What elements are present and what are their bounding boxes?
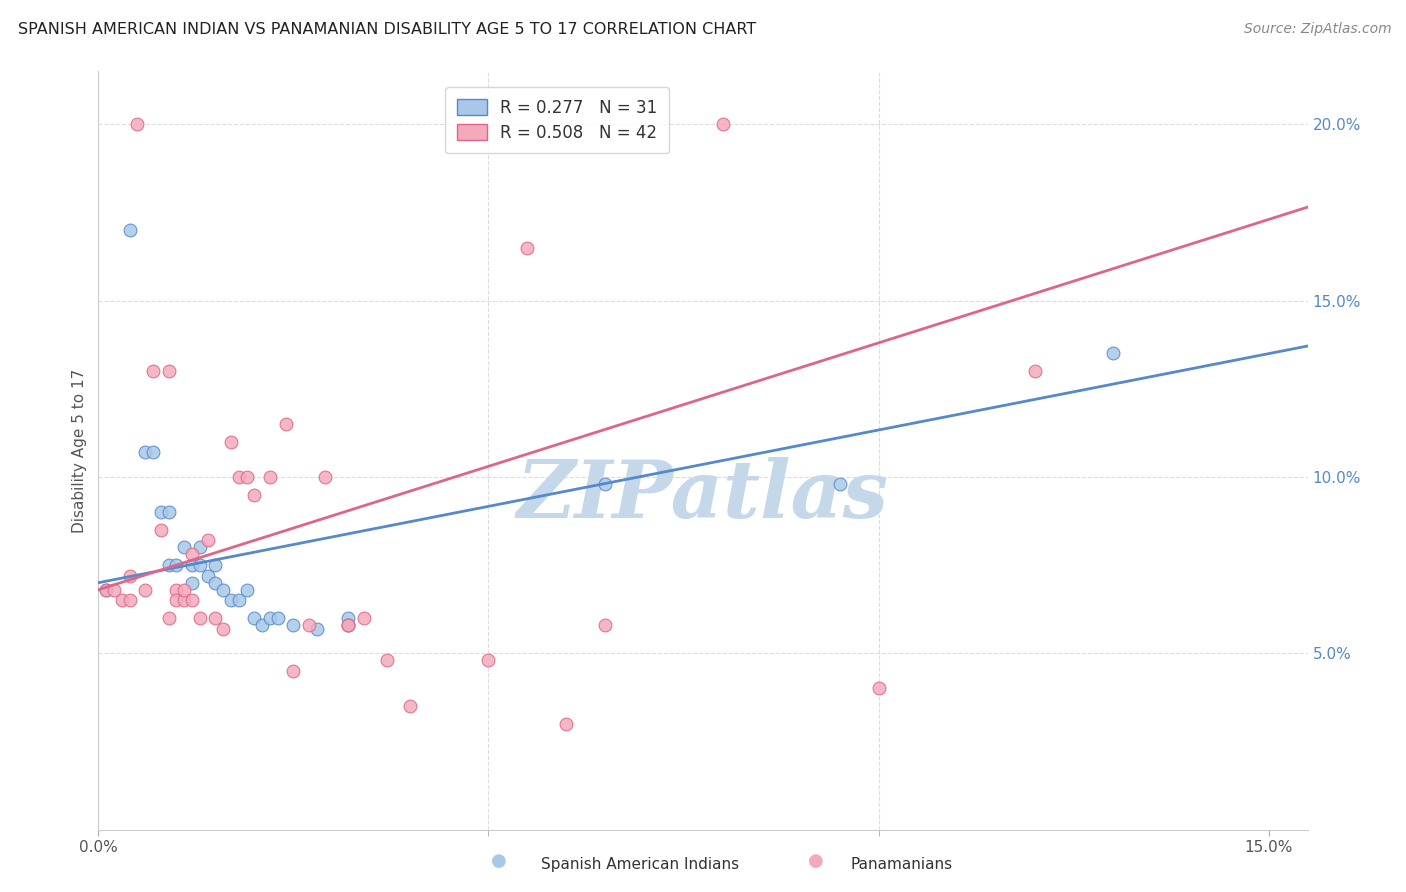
- Point: [142, 364, 165, 378]
- Point: [711, 117, 734, 131]
- Point: [555, 716, 578, 731]
- Point: [243, 487, 266, 501]
- Point: [181, 558, 204, 572]
- Point: [219, 434, 242, 449]
- Point: [181, 548, 204, 562]
- Point: [235, 582, 257, 597]
- Point: [96, 582, 118, 597]
- Text: Source: ZipAtlas.com: Source: ZipAtlas.com: [1244, 22, 1392, 37]
- Point: [868, 681, 890, 696]
- Point: [228, 470, 250, 484]
- Point: [165, 558, 187, 572]
- Point: [1024, 364, 1046, 378]
- Legend: R = 0.277   N = 31, R = 0.508   N = 42: R = 0.277 N = 31, R = 0.508 N = 42: [446, 87, 669, 153]
- Point: [197, 568, 219, 582]
- Point: [173, 541, 195, 555]
- Point: [157, 611, 180, 625]
- Point: [142, 445, 165, 459]
- Point: [204, 575, 226, 590]
- Point: [314, 470, 336, 484]
- Point: [1101, 346, 1123, 360]
- Point: [828, 477, 851, 491]
- Point: [204, 611, 226, 625]
- Text: ZIPatlas: ZIPatlas: [517, 458, 889, 534]
- Point: [283, 618, 305, 632]
- Point: [127, 117, 149, 131]
- Point: [188, 611, 211, 625]
- Point: [188, 558, 211, 572]
- Point: [516, 241, 538, 255]
- Y-axis label: Disability Age 5 to 17: Disability Age 5 to 17: [72, 368, 87, 533]
- Point: [477, 653, 499, 667]
- Point: [219, 593, 242, 607]
- Text: SPANISH AMERICAN INDIAN VS PANAMANIAN DISABILITY AGE 5 TO 17 CORRELATION CHART: SPANISH AMERICAN INDIAN VS PANAMANIAN DI…: [18, 22, 756, 37]
- Point: [173, 593, 195, 607]
- Point: [157, 558, 180, 572]
- Point: [399, 699, 422, 714]
- Point: [149, 505, 172, 519]
- Point: [111, 593, 134, 607]
- Point: [228, 593, 250, 607]
- Point: [165, 582, 187, 597]
- Point: [298, 618, 321, 632]
- Point: [103, 582, 125, 597]
- Point: [188, 541, 211, 555]
- Text: Panamanians: Panamanians: [851, 857, 953, 872]
- Text: Spanish American Indians: Spanish American Indians: [541, 857, 740, 872]
- Point: [259, 470, 281, 484]
- Point: [375, 653, 398, 667]
- Point: [118, 593, 141, 607]
- Point: [283, 664, 305, 678]
- Point: [149, 523, 172, 537]
- Point: [204, 558, 226, 572]
- Point: [337, 618, 360, 632]
- Point: [181, 575, 204, 590]
- Point: [259, 611, 281, 625]
- Point: [305, 622, 328, 636]
- Point: [96, 582, 118, 597]
- Point: [181, 593, 204, 607]
- Point: [118, 223, 141, 237]
- Point: [267, 611, 290, 625]
- Point: [212, 622, 235, 636]
- Point: [118, 568, 141, 582]
- Point: [157, 505, 180, 519]
- Point: [134, 445, 156, 459]
- Text: ●: ●: [807, 852, 824, 870]
- Point: [235, 470, 257, 484]
- Point: [337, 611, 360, 625]
- Point: [595, 618, 617, 632]
- Point: [274, 417, 297, 431]
- Point: [337, 618, 360, 632]
- Point: [337, 618, 360, 632]
- Point: [243, 611, 266, 625]
- Point: [353, 611, 375, 625]
- Point: [212, 582, 235, 597]
- Point: [197, 533, 219, 548]
- Point: [165, 593, 187, 607]
- Point: [134, 582, 156, 597]
- Point: [173, 582, 195, 597]
- Point: [595, 477, 617, 491]
- Text: ●: ●: [491, 852, 508, 870]
- Point: [157, 364, 180, 378]
- Point: [252, 618, 274, 632]
